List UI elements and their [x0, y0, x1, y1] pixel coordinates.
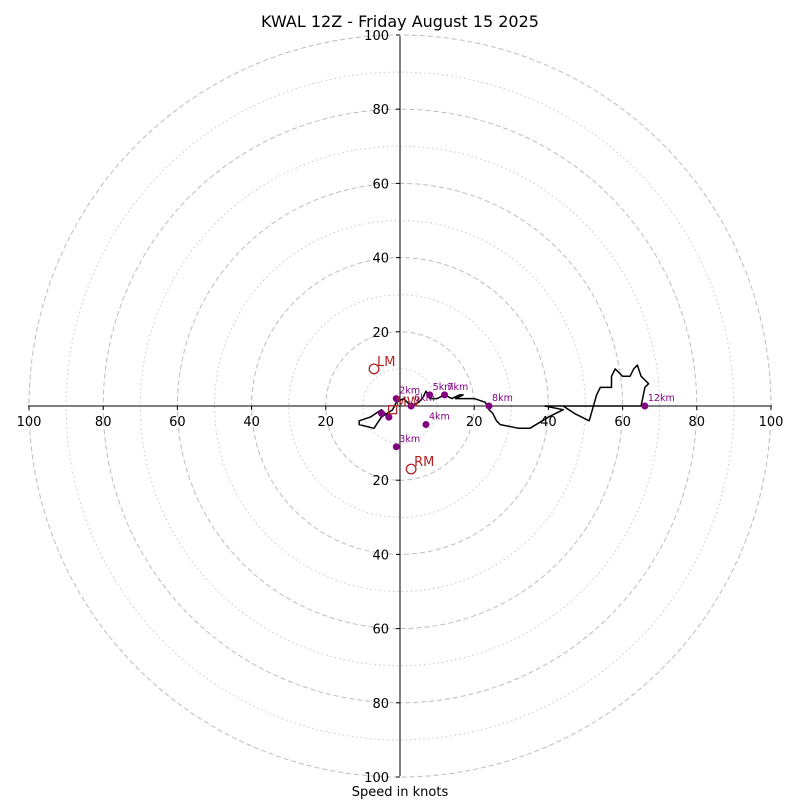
tick-labels: 100 80 60 40 20 20 40 60 80 100100806040202040608… — [17, 29, 784, 786]
height-point — [407, 402, 415, 410]
y-tick-label: 20 — [372, 326, 389, 341]
height-point — [485, 402, 493, 410]
x-axis-label: Speed in knots — [352, 785, 449, 800]
y-tick-label: 100 — [364, 29, 389, 44]
x-tick-label: 100 — [759, 415, 784, 430]
lm-marker — [368, 363, 380, 375]
x-tick-label: 80 — [95, 415, 112, 430]
mw-label: MW — [396, 396, 420, 411]
height-point — [392, 443, 400, 451]
height-label: 5km — [433, 382, 454, 393]
height-point — [392, 395, 400, 403]
wind-trace-layer — [358, 364, 650, 430]
height-point — [422, 421, 430, 429]
chart-title: KWAL 12Z - Friday August 15 2025 — [261, 12, 539, 31]
height-label: 2km — [399, 386, 420, 397]
storm-motion-markers: LM RM MW — [368, 355, 434, 475]
y-tick-label: 40 — [372, 252, 389, 267]
rm-marker — [405, 463, 417, 475]
height-point — [641, 402, 649, 410]
height-label: 6km — [414, 393, 435, 404]
height-label: 8km — [492, 393, 513, 404]
x-tick-label: 100 — [17, 415, 42, 430]
height-point — [441, 391, 449, 399]
height-label: 3km — [399, 434, 420, 445]
lm-label: LM — [377, 355, 395, 370]
y-tick-label: 100 — [364, 771, 389, 786]
y-tick-label: 80 — [372, 697, 389, 712]
rm-label: RM — [414, 455, 434, 470]
y-tick-label: 20 — [372, 474, 389, 489]
hodograph-trace — [358, 364, 650, 430]
height-point — [426, 391, 434, 399]
height-label: 12km — [648, 393, 675, 404]
height-label: 4km — [429, 412, 450, 423]
x-tick-label: 80 — [689, 415, 706, 430]
y-tick-label: 60 — [372, 623, 389, 638]
x-tick-label: 60 — [614, 415, 631, 430]
y-tick-label: 60 — [372, 177, 389, 192]
x-tick-label: 40 — [243, 415, 260, 430]
x-tick-label: 60 — [169, 415, 186, 430]
y-tick-label: 40 — [372, 548, 389, 563]
height-label: 7km — [448, 382, 469, 393]
x-tick-label: 20 — [318, 415, 335, 430]
height-point — [385, 413, 393, 421]
x-tick-label: 20 — [466, 415, 483, 430]
y-tick-label: 80 — [372, 103, 389, 118]
mean-wind-marker — [387, 405, 398, 415]
height-point — [377, 409, 385, 417]
